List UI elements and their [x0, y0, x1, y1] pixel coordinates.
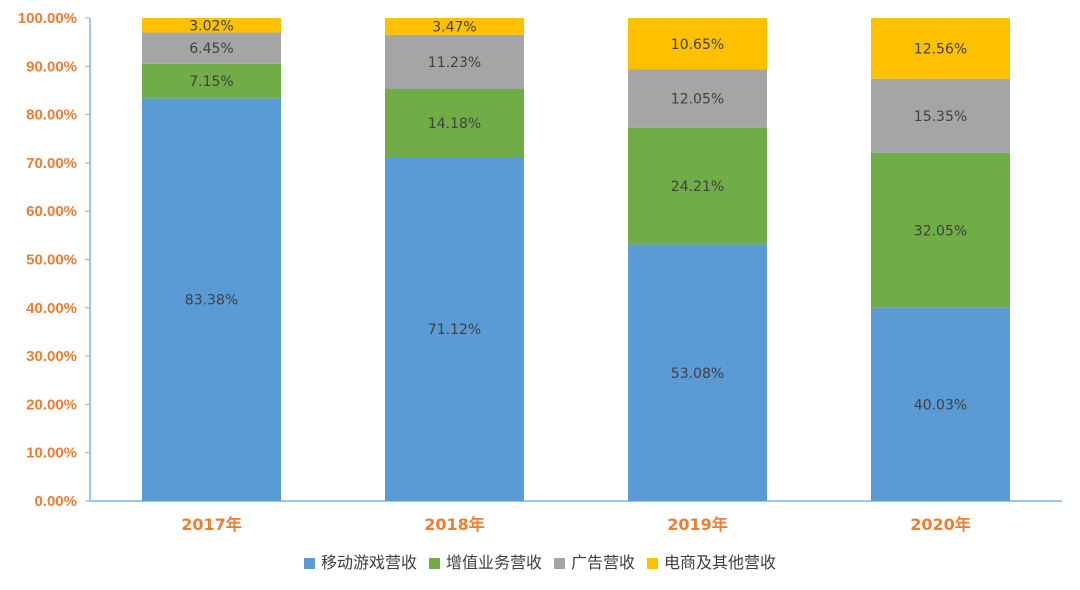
bar-value-label: 14.18%: [428, 116, 481, 132]
x-tick-label: 2018年: [424, 515, 485, 534]
bar-value-label: 40.03%: [914, 397, 967, 413]
legend-swatch: [429, 558, 440, 569]
bar-segment: [385, 157, 524, 501]
bar-segment: [385, 34, 524, 90]
legend-item: 移动游戏营收: [304, 553, 417, 572]
bar-segment: [628, 18, 767, 70]
bar-value-label: 3.47%: [432, 19, 476, 35]
legend-item: 广告营收: [554, 553, 635, 572]
y-tick-label: 20.00%: [26, 396, 77, 413]
y-tick-label: 80.00%: [26, 107, 77, 124]
bar-value-label: 53.08%: [671, 366, 724, 382]
bar-segment: [628, 69, 767, 128]
legend-label: 增值业务营收: [446, 553, 542, 572]
legend: 移动游戏营收 增值业务营收 广告营收 电商及其他营收: [304, 553, 776, 572]
x-tick-label: 2019年: [667, 515, 728, 534]
y-tick-label: 70.00%: [26, 155, 77, 172]
data-labels: 83.38% 7.15% 6.45% 3.02% 71.12% 14.18% 11.23% 3…: [185, 18, 967, 413]
bar-segment: [871, 152, 1010, 308]
legend-swatch: [554, 558, 565, 569]
bar-value-label: 15.35%: [914, 109, 967, 125]
bar-segment: [628, 127, 767, 245]
legend-swatch: [304, 558, 315, 569]
bar-value-label: 24.21%: [671, 179, 724, 195]
y-tick-label: 0.00%: [34, 493, 77, 510]
bar-value-label: 83.38%: [185, 293, 238, 309]
y-tick-label: 100.00%: [18, 10, 77, 27]
y-tick-label: 60.00%: [26, 203, 77, 220]
bar-value-label: 12.56%: [914, 41, 967, 57]
bar-segment: [871, 78, 1010, 153]
legend-label: 广告营收: [571, 553, 635, 572]
y-tick-label: 40.00%: [26, 300, 77, 317]
bar-segment: [385, 18, 524, 35]
bar-value-label: 3.02%: [189, 18, 233, 34]
legend-item: 电商及其他营收: [647, 553, 776, 572]
bar-segment: [385, 89, 524, 158]
legend-label: 电商及其他营收: [664, 553, 776, 572]
bar-value-label: 7.15%: [189, 74, 233, 90]
x-tick-label: 2020年: [910, 515, 971, 534]
bar-value-label: 32.05%: [914, 223, 967, 239]
bars: [142, 18, 1010, 501]
bar-segment: [871, 307, 1010, 501]
y-tick-label: 30.00%: [26, 348, 77, 365]
y-tick-label: 50.00%: [26, 252, 77, 269]
bar-segment: [142, 98, 281, 501]
bar-segment: [142, 18, 281, 33]
y-tick-label: 10.00%: [26, 445, 77, 462]
y-tick-label: 90.00%: [26, 58, 77, 75]
bar-segment: [142, 63, 281, 99]
bar-value-label: 71.12%: [428, 322, 481, 338]
bar-segment: [142, 32, 281, 64]
legend-label: 移动游戏营收: [321, 553, 417, 572]
legend-item: 增值业务营收: [429, 553, 542, 572]
bar-value-label: 6.45%: [189, 41, 233, 57]
legend-swatch: [647, 558, 658, 569]
x-tick-label: 2017年: [181, 515, 242, 534]
bar-value-label: 12.05%: [671, 92, 724, 108]
bar-value-label: 11.23%: [428, 55, 481, 71]
bar-segment: [628, 244, 767, 501]
bar-value-label: 10.65%: [671, 37, 724, 53]
bar-segment: [871, 18, 1010, 79]
axes: 0.00% 10.00% 20.00% 30.00% 40.00% 50.00% 60.00…: [18, 10, 1062, 534]
